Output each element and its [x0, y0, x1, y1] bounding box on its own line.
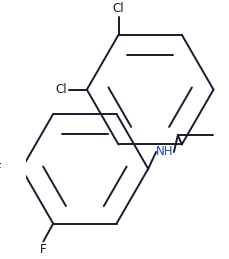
Text: Cl: Cl — [112, 2, 124, 15]
Text: F: F — [0, 162, 2, 175]
Text: Cl: Cl — [55, 83, 67, 96]
Text: NH: NH — [155, 146, 173, 159]
Text: F: F — [40, 243, 46, 256]
